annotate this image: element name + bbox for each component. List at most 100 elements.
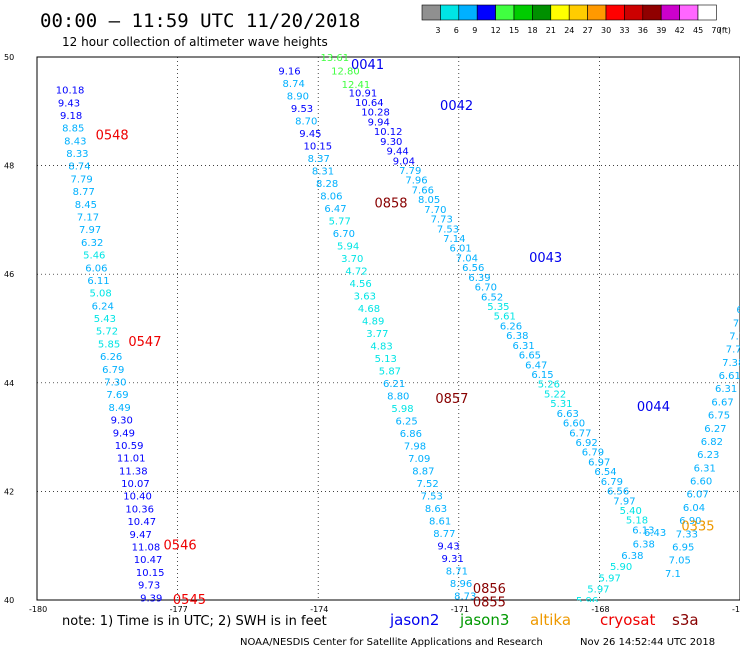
pass-time-label: 0043 xyxy=(529,251,562,266)
wave-height-value: 6.79 xyxy=(601,477,623,488)
wave-height-value: 7.05 xyxy=(669,556,691,567)
wave-height-value: 13.61 xyxy=(321,53,350,64)
wave-height-value: 9.49 xyxy=(113,428,135,439)
wave-height-value: 8.06 xyxy=(320,192,342,203)
wave-height-value: 12.80 xyxy=(331,67,360,78)
pass-time-label: 0856 xyxy=(473,582,506,597)
y-tick-label: 46 xyxy=(4,270,14,279)
wave-height-value: 6.26 xyxy=(100,352,122,363)
wave-height-value: 5.87 xyxy=(379,367,401,378)
wave-height-value: 7.97 xyxy=(613,496,635,507)
wave-height-value: 11.08 xyxy=(132,543,161,554)
y-tick-label: 44 xyxy=(4,379,14,388)
y-tick-label: 48 xyxy=(4,162,14,171)
wave-height-value: 5.94 xyxy=(337,242,359,253)
wave-height-value: 7.69 xyxy=(106,390,128,401)
satellite-name: cryosat xyxy=(600,611,655,629)
x-tick-label: -174 xyxy=(310,605,328,614)
wave-height-value: 6.43 xyxy=(644,528,666,539)
satellite-name: jason3 xyxy=(459,611,509,629)
legend-label: 18 xyxy=(527,26,537,35)
wave-height-value: 7.09 xyxy=(408,454,430,465)
wave-height-value: 4.68 xyxy=(358,304,380,315)
x-tick-label: -165 xyxy=(732,605,740,614)
wave-height-value: 9.18 xyxy=(60,111,82,122)
pass-time-label: 0857 xyxy=(435,392,468,407)
wave-height-value: 4.72 xyxy=(345,267,367,278)
wave-height-value: 8.63 xyxy=(425,504,447,515)
wave-height-value: 6.63 xyxy=(557,409,579,420)
wave-height-value: 6.21 xyxy=(383,379,405,390)
wave-height-value: 4.89 xyxy=(362,317,384,328)
satellite-name: altika xyxy=(530,611,571,629)
wave-height-value: 7.17 xyxy=(77,213,99,224)
wave-height-value: 8.43 xyxy=(64,136,86,147)
wave-height-value: 10.07 xyxy=(121,479,150,490)
wave-height-value: 8.31 xyxy=(312,167,334,178)
legend-swatch xyxy=(587,4,607,21)
wave-height-value: 8.37 xyxy=(308,154,330,165)
satellite-name: s3a xyxy=(672,611,699,629)
wave-height-value: 7.30 xyxy=(104,378,126,389)
wave-height-value: 6.32 xyxy=(81,238,103,249)
wave-height-value: 8.77 xyxy=(433,529,455,540)
wave-height-value: 5.26 xyxy=(538,380,560,391)
wave-height-value: 7.79 xyxy=(399,166,421,177)
wave-height-value: 6.60 xyxy=(690,477,712,488)
wave-height-value: 10.15 xyxy=(303,142,332,153)
wave-height-value: 6.38 xyxy=(506,331,528,342)
wave-height-value: 9.04 xyxy=(393,156,415,167)
y-tick-label: 50 xyxy=(4,53,14,62)
wave-height-value: 8.33 xyxy=(66,149,88,160)
legend-swatch xyxy=(421,4,441,21)
plot-area: -180 -177 -174 -171 -168 -165 40 42 44 46 48 50 10.1… xyxy=(4,53,740,614)
legend-label: 9 xyxy=(472,26,477,35)
chart-title: 00:00 – 11:59 UTC 11/20/2018 xyxy=(40,10,360,32)
pass-time-label: 0858 xyxy=(374,197,407,212)
wave-height-value: 8.90 xyxy=(287,92,309,103)
wave-height-value: 6.70 xyxy=(333,229,355,240)
wave-height-value: 10.12 xyxy=(374,127,403,138)
wave-height-value: 6.04 xyxy=(683,503,705,514)
legend-label: 24 xyxy=(564,26,574,35)
wave-height-value: 10.91 xyxy=(349,88,378,99)
wave-height-value: 4.56 xyxy=(350,279,372,290)
wave-height-value: 9.43 xyxy=(437,542,459,553)
legend-swatch xyxy=(440,4,460,21)
wave-height-value: 5.08 xyxy=(89,289,111,300)
wave-height-value: 8.77 xyxy=(73,187,95,198)
legend-swatch xyxy=(642,4,662,21)
pass-time-label: 0041 xyxy=(351,58,384,73)
wave-height-value: 6.79 xyxy=(102,365,124,376)
legend-label: 15 xyxy=(509,26,519,35)
wave-height-value: 12.41 xyxy=(342,80,371,91)
wave-height-value: 7.72 xyxy=(729,331,740,342)
wave-height-value: 7.70 xyxy=(424,205,446,216)
wave-height-value: 5.90 xyxy=(610,562,632,573)
wave-height-value: 6.38 xyxy=(621,551,643,562)
wave-height-value: 7.79 xyxy=(71,174,93,185)
plot-frame xyxy=(36,56,740,601)
wave-height-value: 6.26 xyxy=(500,321,522,332)
wave-height-value: 6.24 xyxy=(92,301,114,312)
wave-height-value: 8.05 xyxy=(418,195,440,206)
wave-height-value: 6.82 xyxy=(736,305,740,316)
wave-height-value: 7.98 xyxy=(404,442,426,453)
legend-swatch xyxy=(697,4,717,21)
color-legend: 3 6 9 12 15 18 21 24 27 30 33 36 39 42 45 70(ft) xyxy=(421,4,731,35)
legend-label: 30 xyxy=(601,26,611,35)
wave-height-value: 3.63 xyxy=(354,292,376,303)
wave-height-value: 8.96 xyxy=(450,579,472,590)
wave-height-value: 8.49 xyxy=(108,403,130,414)
pass-time-label: 0335 xyxy=(681,520,714,535)
wave-height-value: 6.67 xyxy=(711,397,733,408)
wave-height-value: 10.28 xyxy=(361,108,390,119)
wave-height-value: 3.70 xyxy=(341,254,363,265)
satellite-legend: jason2 jason3 altika cryosat s3a xyxy=(389,611,699,629)
wave-height-value: 11.01 xyxy=(117,454,146,465)
wave-height-value: 5.31 xyxy=(550,399,572,410)
wave-height-value: 5.18 xyxy=(626,516,648,527)
wave-height-value: 10.40 xyxy=(123,492,152,503)
pass-time-label: 0546 xyxy=(164,539,197,554)
legend-label: 39 xyxy=(656,26,666,35)
